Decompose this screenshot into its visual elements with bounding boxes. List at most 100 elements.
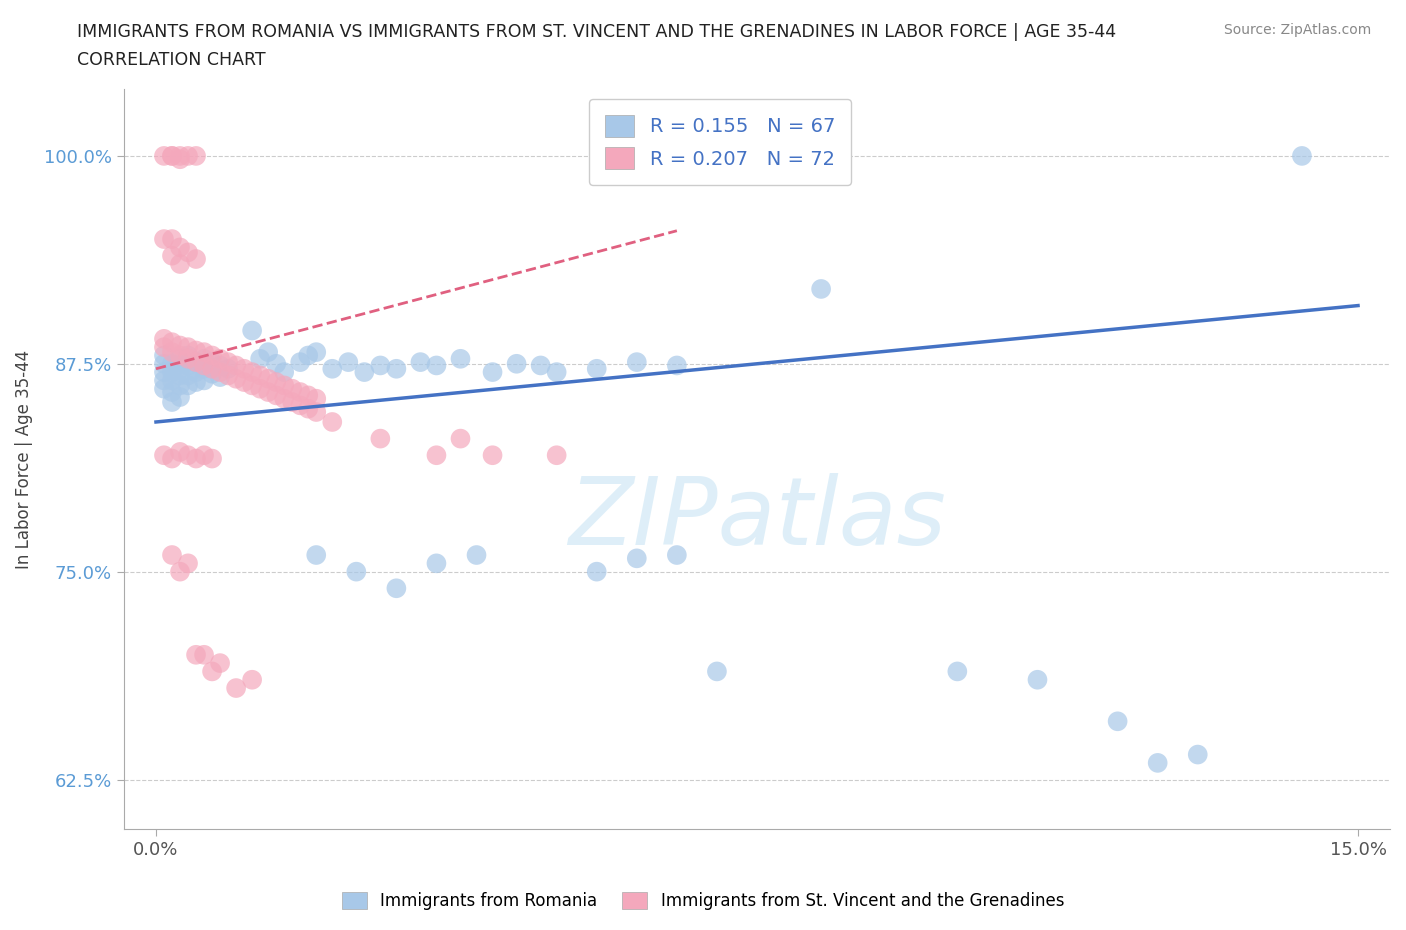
Text: IMMIGRANTS FROM ROMANIA VS IMMIGRANTS FROM ST. VINCENT AND THE GRENADINES IN LAB: IMMIGRANTS FROM ROMANIA VS IMMIGRANTS FR… (77, 23, 1116, 41)
Point (160, 451, 183, 466)
Point (305, 405, 328, 419)
Point (249, 368, 271, 383)
Point (240, 672, 263, 687)
Point (240, 323, 263, 338)
Point (297, 401, 319, 416)
Point (169, 149, 191, 164)
Point (321, 415, 343, 430)
Point (193, 352, 215, 366)
Point (184, 354, 207, 369)
Point (209, 369, 232, 384)
Point (193, 358, 215, 373)
Point (546, 448, 568, 463)
Point (160, 365, 183, 379)
Point (160, 373, 183, 388)
Point (169, 390, 191, 405)
Point (290, 398, 312, 413)
Point (290, 354, 312, 369)
Point (385, 362, 408, 377)
Point (193, 345, 215, 360)
Point (305, 392, 328, 406)
Point (201, 366, 224, 381)
Point (425, 448, 447, 463)
Point (169, 352, 191, 366)
Point (305, 548, 328, 563)
Point (160, 394, 183, 409)
Point (585, 565, 607, 579)
Point (169, 348, 191, 363)
Point (201, 354, 224, 369)
Point (297, 388, 319, 403)
Point (626, 354, 648, 369)
Point (153, 149, 176, 164)
Point (273, 392, 295, 406)
Y-axis label: In Labor Force | Age 35-44: In Labor Force | Age 35-44 (15, 350, 32, 569)
Point (160, 356, 183, 371)
Point (225, 681, 247, 696)
Point (177, 149, 200, 164)
Point (264, 356, 287, 371)
Point (425, 556, 447, 571)
Point (257, 371, 280, 386)
Point (217, 354, 239, 369)
Point (177, 358, 200, 373)
Point (946, 664, 969, 679)
Point (184, 343, 207, 358)
Point (209, 656, 232, 671)
Point (169, 338, 191, 352)
Point (153, 232, 176, 246)
Legend: Immigrants from Romania, Immigrants from St. Vincent and the Grenadines: Immigrants from Romania, Immigrants from… (335, 885, 1071, 917)
Point (160, 335, 183, 350)
Point (217, 362, 239, 377)
Point (184, 354, 207, 369)
Point (153, 331, 176, 346)
Point (249, 381, 271, 396)
Point (281, 381, 304, 396)
Point (240, 365, 263, 379)
Point (160, 385, 183, 400)
Point (450, 352, 472, 366)
Point (409, 354, 432, 369)
Point (201, 362, 224, 377)
Point (153, 381, 176, 396)
Point (153, 373, 176, 388)
Point (481, 365, 503, 379)
Point (169, 257, 191, 272)
Point (585, 362, 607, 377)
Point (184, 149, 207, 164)
Text: ZIPatlas: ZIPatlas (568, 473, 946, 565)
Point (177, 556, 200, 571)
Point (153, 356, 176, 371)
Point (370, 432, 392, 446)
Point (169, 378, 191, 392)
Point (177, 352, 200, 366)
Point (1146, 755, 1168, 770)
Point (169, 152, 191, 166)
Point (177, 448, 200, 463)
Point (370, 358, 392, 373)
Point (249, 352, 271, 366)
Legend: R = 0.155   N = 67, R = 0.207   N = 72: R = 0.155 N = 67, R = 0.207 N = 72 (589, 100, 851, 185)
Point (257, 345, 280, 360)
Point (706, 664, 728, 679)
Point (665, 548, 688, 563)
Point (209, 352, 232, 366)
Point (353, 365, 375, 379)
Point (305, 345, 328, 360)
Point (177, 348, 200, 363)
Point (264, 388, 287, 403)
Point (177, 339, 200, 354)
Point (201, 451, 224, 466)
Point (160, 149, 183, 164)
Point (193, 373, 215, 388)
Point (505, 356, 527, 371)
Point (160, 149, 183, 164)
Point (153, 348, 176, 363)
Text: CORRELATION CHART: CORRELATION CHART (77, 51, 266, 69)
Point (177, 245, 200, 259)
Point (209, 365, 232, 379)
Point (264, 375, 287, 390)
Point (1291, 149, 1313, 164)
Point (169, 445, 191, 459)
Point (665, 358, 688, 373)
